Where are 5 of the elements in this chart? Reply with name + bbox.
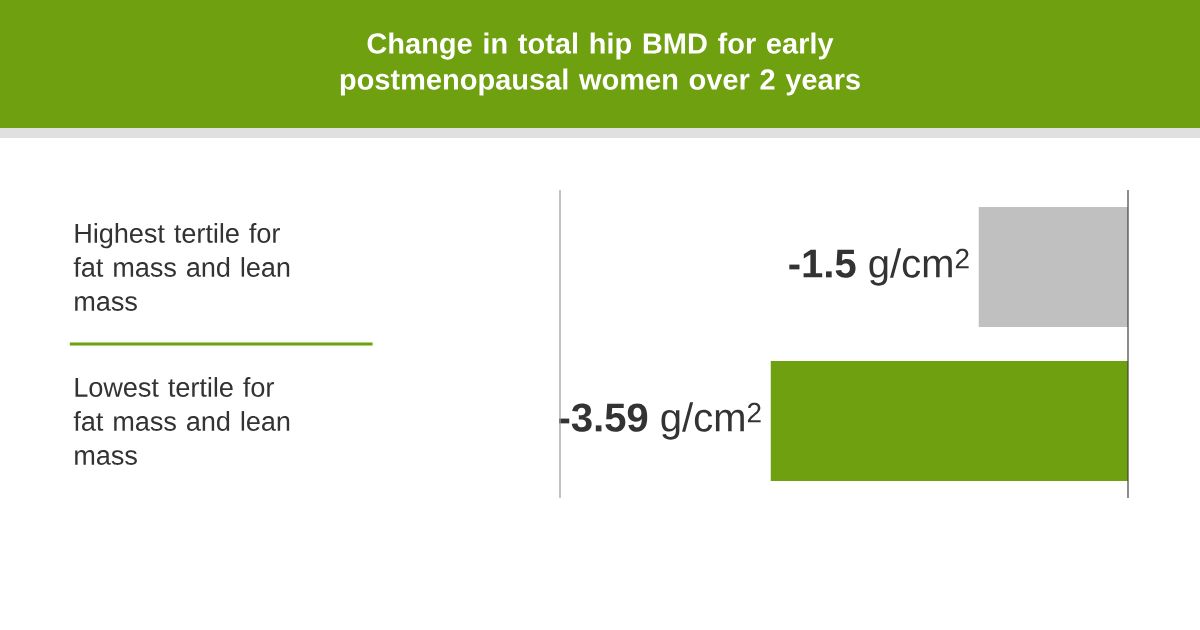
data-label: -3.59 g/cm$^{2}$ <box>559 402 761 440</box>
chart-title: Change in total hip BMD for early postmenopausal women over 2 years <box>340 32 860 96</box>
y-tick-label: Lowest tertile for fat mass and lean mass <box>73 377 290 465</box>
data-label: -1.5 g/cm$^{2}$ <box>789 248 969 286</box>
y-tick-label: Highest tertile for fat mass and lean mass <box>73 223 290 311</box>
